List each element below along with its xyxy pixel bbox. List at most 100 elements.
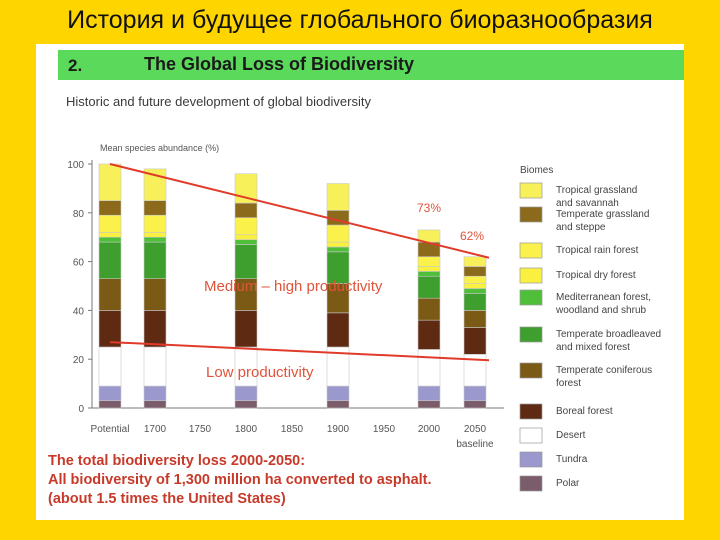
bar-segment	[417, 319, 441, 350]
bar-segment	[98, 241, 122, 279]
bar-segment	[326, 183, 350, 211]
slide-title: История и будущее глобального биоразнооб…	[67, 6, 653, 34]
bar-segment	[234, 202, 258, 218]
bar-segment	[463, 385, 487, 401]
legend-label: Polar	[556, 478, 580, 489]
bar-segment	[143, 236, 167, 243]
bar-segment	[417, 256, 441, 267]
bar-segment	[417, 385, 441, 401]
bar-segment	[463, 275, 487, 284]
bar-segment	[143, 241, 167, 279]
bar-segment	[463, 400, 487, 409]
bar-segment	[234, 217, 258, 236]
y-tick-label: 60	[73, 258, 85, 269]
legend-swatch	[519, 206, 543, 223]
slide-panel: 2. The Global Loss of Biodiversity Histo…	[36, 44, 684, 520]
bar-segment	[143, 310, 167, 348]
annotation-2000-percent: 73%	[417, 201, 441, 215]
x-tick-label: 1950	[373, 424, 396, 435]
y-tick-label: 40	[73, 306, 85, 317]
legend-label: and mixed forest	[556, 342, 630, 353]
legend-label: Temperate broadleaved	[556, 329, 661, 340]
legend-swatch	[519, 326, 543, 343]
x-tick-label: 1750	[189, 424, 212, 435]
bar-segment	[143, 385, 167, 401]
x-tick-label: 2000	[418, 424, 441, 435]
legend-label: Desert	[556, 430, 586, 441]
bar-segment	[143, 214, 167, 233]
header-bar: 2. The Global Loss of Biodiversity	[58, 50, 684, 80]
legend-swatch	[519, 427, 543, 444]
bar-segment	[463, 283, 487, 289]
legend-label: Temperate grassland	[556, 209, 649, 220]
bar-segment	[417, 275, 441, 299]
bar-segment	[463, 327, 487, 355]
bar-segment	[463, 293, 487, 311]
bar-segment	[234, 239, 258, 245]
bar-segment	[98, 278, 122, 311]
legend-swatch	[519, 475, 543, 492]
bar-segment	[234, 400, 258, 409]
legend-label: Tropical dry forest	[556, 270, 636, 281]
bar-segment	[234, 385, 258, 401]
bar-segment	[463, 310, 487, 328]
x-tick-label: Potential	[91, 424, 130, 435]
chart-title: Historic and future development of globa…	[66, 94, 371, 109]
bar-segment	[417, 271, 441, 277]
footnote-line: (about 1.5 times the United States)	[48, 491, 286, 507]
bar-segment	[98, 232, 122, 238]
trend-line	[109, 163, 490, 259]
bar-segment	[326, 241, 350, 248]
y-axis-label: Mean species abundance (%)	[100, 143, 219, 153]
bar-segment	[326, 224, 350, 243]
bar-segment	[417, 400, 441, 409]
bar-segment	[417, 349, 441, 387]
footnote-line: The total biodiversity loss 2000-2050:	[48, 453, 306, 469]
bar-segment	[143, 200, 167, 216]
y-tick-label: 100	[67, 160, 84, 171]
legend-swatch	[519, 362, 543, 379]
x-tick-label: 1700	[144, 424, 167, 435]
bar-segment	[463, 266, 487, 277]
legend-label: and steppe	[556, 222, 606, 233]
bar-segment	[234, 310, 258, 348]
bar-segment	[463, 288, 487, 294]
bar-segment	[98, 163, 122, 201]
bar-segment	[98, 236, 122, 243]
bar-segment	[417, 266, 441, 272]
legend-label: forest	[556, 378, 581, 389]
x-tick-sublabel: baseline	[456, 439, 494, 450]
annotation-low: Low productivity	[206, 364, 314, 381]
legend-label: woodland and shrub	[555, 305, 647, 316]
bar-segment	[143, 346, 167, 387]
footnote: The total biodiversity loss 2000-2050: A…	[48, 452, 432, 509]
x-tick-label: 1850	[281, 424, 304, 435]
legend-swatch	[519, 451, 543, 468]
bar-segment	[98, 346, 122, 387]
bar-segment	[143, 232, 167, 238]
bar-segment	[234, 234, 258, 240]
x-tick-label: 1800	[235, 424, 258, 435]
y-tick-label: 20	[73, 355, 85, 366]
y-tick-label: 80	[73, 209, 85, 220]
bar-segment	[326, 400, 350, 409]
footnote-line: All biodiversity of 1,300 million ha con…	[48, 472, 432, 488]
legend-label: Mediterranean forest,	[556, 292, 651, 303]
legend-swatch	[519, 182, 543, 199]
bar-segment	[326, 246, 350, 253]
biodiversity-chart: Mean species abundance (%) 0 20 40 60 80 100 Po…	[67, 143, 661, 492]
legend-label: Tropical grassland	[556, 185, 637, 196]
trend-line	[109, 341, 490, 362]
legend-title: Biomes	[520, 165, 553, 176]
bar-segment	[417, 297, 441, 321]
bar-segment	[98, 400, 122, 409]
bar-segment	[98, 214, 122, 233]
legend-label: Boreal forest	[556, 406, 613, 417]
bar-segment	[143, 278, 167, 311]
bar-segment	[98, 200, 122, 216]
legend-label: Tropical rain forest	[556, 245, 639, 256]
bar-segment	[463, 256, 487, 267]
x-tick-label: 2050	[464, 424, 487, 435]
bar-segment	[143, 400, 167, 409]
bar-segment	[326, 385, 350, 401]
